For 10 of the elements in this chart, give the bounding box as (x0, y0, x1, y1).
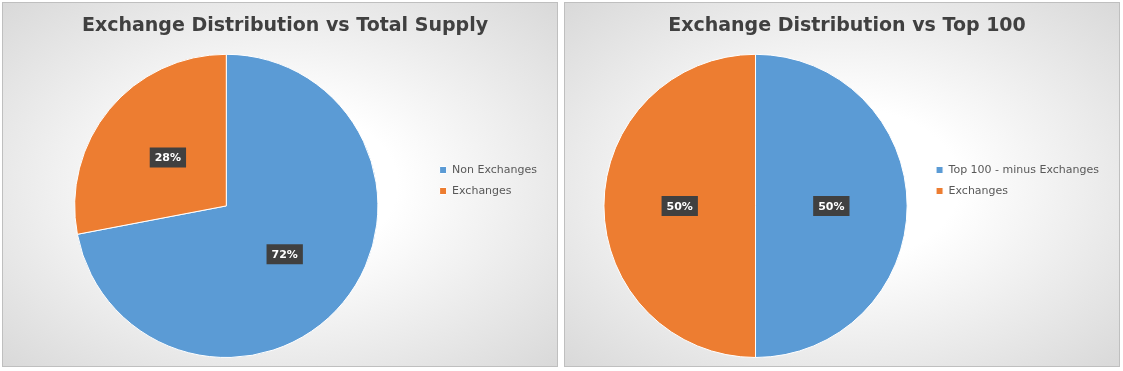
legend-label: Non Exchanges (452, 162, 538, 176)
legend-label: Exchanges (452, 183, 512, 197)
chart-title: Exchange Distribution vs Top 100 (668, 13, 1026, 36)
chart-title: Exchange Distribution vs Total Supply (81, 13, 489, 36)
data-label: 28% (154, 151, 182, 165)
legend-label: Top 100 - minus Exchanges (947, 162, 1100, 176)
data-label: 50% (666, 199, 693, 213)
data-label: 72% (271, 248, 298, 262)
legend-label: Exchanges (948, 183, 1009, 197)
data-label: 50% (818, 199, 845, 213)
